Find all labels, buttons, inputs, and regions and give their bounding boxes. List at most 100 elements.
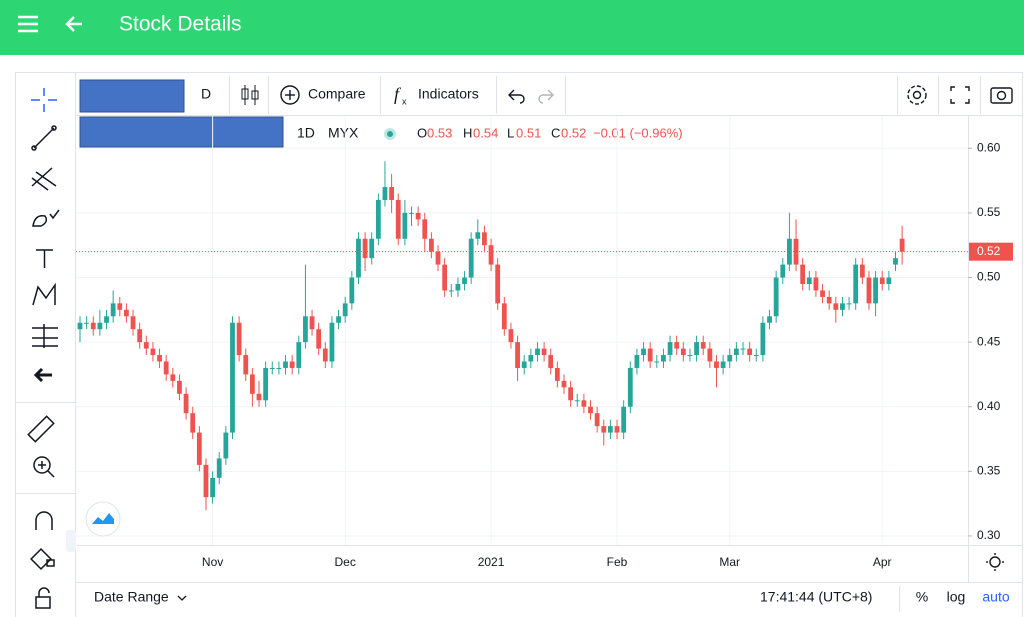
candle-body [104,316,109,323]
interval-button[interactable]: D [201,86,211,102]
candle-body [243,355,249,375]
candle-body [117,303,123,310]
undo-button[interactable] [508,89,525,104]
crosshair-tool[interactable] [31,88,57,112]
pattern-tool[interactable] [32,282,56,306]
fib-tool[interactable] [31,167,57,191]
candle-body [886,277,892,284]
candle-body [475,232,481,239]
candle-body [395,199,401,239]
magnet-tool[interactable] [35,511,53,530]
candle-body [508,329,514,343]
text-tool[interactable] [36,249,53,268]
candle-body [409,212,414,214]
date-range-button[interactable]: Date Range [94,589,169,605]
percent-toggle[interactable]: % [916,589,928,605]
candle-body [442,264,448,291]
candle-body [177,380,182,394]
candle-body [760,322,766,356]
candle-body [840,303,845,310]
candle-body [289,361,295,368]
tradingview-logo[interactable] [85,501,121,537]
candle-body [661,355,666,362]
candle-body [137,329,143,343]
candle-body [276,367,282,369]
candle-body [283,361,288,368]
snapshot-button[interactable] [990,87,1013,104]
candle-body [806,277,812,284]
candle-body [375,199,381,239]
legend-l-label: L [507,125,514,140]
y-tick-label: 0.55 [977,205,1001,219]
candle-body [163,361,169,375]
candle-body [859,264,865,278]
candle-body [674,342,680,349]
auto-toggle[interactable]: auto [982,589,1009,605]
hide-toolbar[interactable] [33,367,52,383]
candle-body [694,342,699,356]
settings-button[interactable] [907,85,927,105]
zoom-tool[interactable] [33,456,55,478]
symbol-search[interactable] [79,79,185,113]
lock-tool[interactable] [35,587,51,609]
app-bar [0,0,1024,55]
candle-body [196,432,202,465]
fx-icon: f [394,84,402,104]
candle-body [495,264,501,304]
candle-body [249,374,255,394]
candle-body [501,303,507,330]
fullscreen-button[interactable] [950,86,970,104]
lock-drawings[interactable] [30,548,55,570]
chart-style-button[interactable] [241,85,259,105]
candle-body [309,316,315,330]
candle-body [183,393,189,414]
candle-body [581,400,587,407]
candle-body [402,212,408,239]
x-tick-label: Dec [335,555,356,569]
prediction-tool[interactable] [32,324,58,348]
brush-tool[interactable] [32,209,60,227]
y-tick-label: 0.45 [977,334,1001,348]
compare-button[interactable]: Compare [308,86,366,102]
candle-body [608,426,613,433]
candle-body [541,348,547,356]
candle-body [873,277,878,304]
compare-icon[interactable] [280,85,300,105]
candle-body [77,322,83,330]
candle-body [236,322,242,356]
y-tick-label: 0.40 [977,399,1001,413]
candle-body [515,342,520,368]
menu-button[interactable] [18,15,38,33]
candle-body [594,413,600,427]
collapse-handle[interactable] [66,530,76,552]
candle-body [588,406,593,414]
axis-settings[interactable] [986,553,1004,571]
candle-body [813,277,819,291]
indicators-button[interactable]: Indicators [418,86,479,102]
ruler-tool[interactable] [27,415,55,443]
candle-body [733,348,739,356]
candle-body [303,316,308,343]
candle-body [329,322,335,362]
candle-body [97,322,103,330]
candle-body [820,290,825,297]
back-button[interactable] [65,16,82,32]
redo-button[interactable] [538,89,554,104]
candle-body [667,342,673,356]
candle-body [170,374,176,381]
candle-body [654,361,660,363]
candle-body [210,477,215,498]
candle-body [614,426,620,433]
trend-line-tool[interactable] [31,125,57,151]
candle-body [753,355,759,357]
candle-body [853,264,859,304]
candle-body [700,342,706,349]
candle-body [866,277,872,304]
candle-body [90,322,96,330]
log-toggle[interactable]: log [947,589,966,605]
candle-body [342,303,348,317]
candle-body [687,355,693,357]
y-tick-label: 0.35 [977,464,1001,478]
candle-body [84,322,90,324]
